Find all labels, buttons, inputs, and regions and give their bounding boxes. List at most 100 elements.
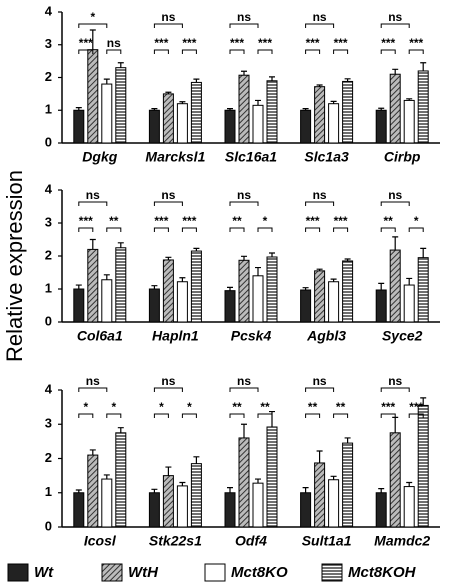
legend-swatch <box>204 563 226 582</box>
significance-label: ns <box>237 374 251 388</box>
error-bar <box>193 78 200 83</box>
bar <box>73 288 85 323</box>
y-tick-label: 0 <box>45 134 52 149</box>
significance-bracket <box>380 227 396 232</box>
error-bar <box>255 478 261 484</box>
x-tick-label: Mamdc2 <box>374 533 430 549</box>
y-tick-label: 1 <box>45 280 52 295</box>
bar <box>252 275 264 323</box>
bar <box>342 260 354 323</box>
bar <box>115 247 127 323</box>
significance-bracket <box>78 201 108 206</box>
bar <box>176 281 188 323</box>
significance-label: ns <box>313 10 327 24</box>
bar <box>190 81 202 144</box>
bar <box>300 289 312 323</box>
significance-label: ns <box>161 374 175 388</box>
error-bar <box>420 62 427 71</box>
error-bar <box>151 488 158 493</box>
significance-bracket <box>305 227 321 232</box>
error-bar <box>241 423 247 438</box>
y-tick-label: 4 <box>45 3 53 18</box>
significance-bracket <box>408 227 424 232</box>
significance-bracket <box>333 413 349 418</box>
bar <box>403 486 415 528</box>
bar <box>148 492 160 528</box>
error-bar <box>392 236 399 251</box>
bar <box>224 492 236 528</box>
error-bar <box>193 456 200 464</box>
error-bar <box>406 98 413 101</box>
significance-label: *** <box>182 214 196 228</box>
bar <box>403 99 415 144</box>
significance-bracket <box>106 227 122 232</box>
significance-bracket <box>229 227 245 232</box>
legend-label: Mct8KO <box>231 564 288 581</box>
bar <box>314 86 326 144</box>
bar <box>375 492 387 528</box>
significance-bracket <box>229 49 245 54</box>
error-bar <box>255 266 261 276</box>
bar <box>252 104 264 144</box>
error-bar <box>151 285 158 289</box>
error-bar <box>269 252 275 257</box>
error-bar <box>316 268 323 271</box>
bar <box>328 103 340 144</box>
bar <box>190 250 202 323</box>
bar <box>375 109 387 144</box>
error-bar <box>227 286 233 291</box>
significance-bracket <box>305 387 335 392</box>
error-bar <box>227 108 233 111</box>
significance-bracket <box>78 23 108 28</box>
error-bar <box>255 99 261 106</box>
significance-label: ns <box>313 374 327 388</box>
error-bar <box>420 397 427 406</box>
error-bar <box>117 242 124 248</box>
bar <box>148 288 160 323</box>
error-bar <box>151 108 158 111</box>
significance-label: *** <box>409 36 423 50</box>
x-tick-label: Marcksl1 <box>145 149 205 165</box>
significance-bracket <box>78 227 94 232</box>
significance-label: *** <box>154 214 168 228</box>
significance-label: ** <box>109 214 119 228</box>
error-bar <box>241 70 247 76</box>
bar <box>115 432 127 528</box>
bar <box>101 83 113 144</box>
bar <box>266 256 278 323</box>
bar <box>417 257 429 323</box>
significance-bracket <box>380 387 410 392</box>
x-tick-label: Col6a1 <box>77 328 123 344</box>
error-bar <box>103 474 110 480</box>
bar <box>148 109 160 144</box>
bar <box>87 454 99 528</box>
error-bar <box>392 416 399 433</box>
error-bar <box>302 287 309 290</box>
error-bar <box>89 29 96 50</box>
error-bar <box>117 62 124 68</box>
y-axis-label: Relative expression <box>2 170 27 362</box>
significance-bracket <box>153 413 169 418</box>
error-bar <box>89 238 96 250</box>
y-tick-label: 3 <box>45 214 52 229</box>
bar <box>266 426 278 528</box>
bar <box>224 109 236 144</box>
significance-bracket <box>153 49 169 54</box>
bar <box>87 49 99 144</box>
significance-bracket <box>333 227 349 232</box>
error-bar <box>392 68 399 75</box>
significance-label: * <box>263 214 268 228</box>
significance-bracket <box>305 413 321 418</box>
bar <box>300 109 312 144</box>
error-bar <box>241 255 247 261</box>
x-tick-label: Syce2 <box>382 328 423 344</box>
error-bar <box>179 481 186 486</box>
significance-label: ** <box>384 214 394 228</box>
significance-bracket <box>181 49 197 54</box>
significance-label: ns <box>86 188 100 202</box>
bar <box>389 432 401 528</box>
error-bar <box>179 277 186 282</box>
error-bar <box>330 475 337 480</box>
y-tick-label: 4 <box>45 381 53 396</box>
